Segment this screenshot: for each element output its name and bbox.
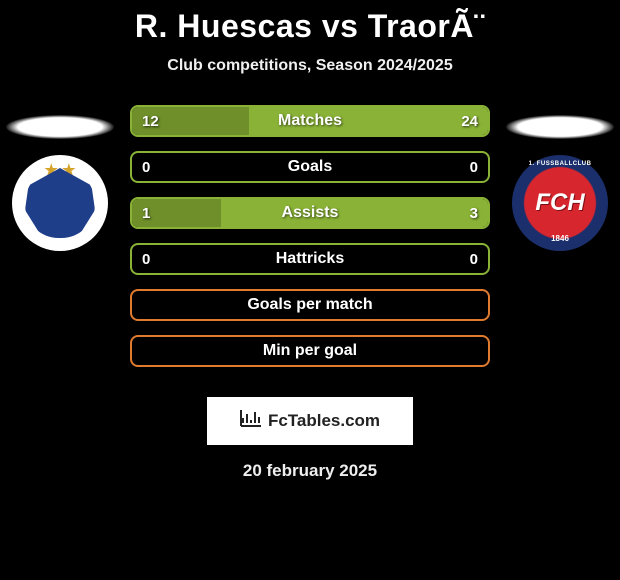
stat-label: Hattricks bbox=[276, 250, 344, 268]
stat-label: Goals bbox=[288, 158, 332, 176]
stat-row: 0 Goals 0 bbox=[130, 151, 490, 183]
stat-label: Goals per match bbox=[247, 296, 372, 314]
stat-value-right: 24 bbox=[461, 113, 478, 130]
stat-value-right: 0 bbox=[470, 251, 478, 268]
stat-row: 12 Matches 24 bbox=[130, 105, 490, 137]
stat-label: Assists bbox=[282, 204, 339, 222]
stat-row: Min per goal bbox=[130, 335, 490, 367]
club-right-text: FCH bbox=[535, 189, 584, 217]
club-logo-left: ★ ★ bbox=[12, 155, 108, 251]
stat-label: Matches bbox=[278, 112, 342, 130]
stat-value-right: 0 bbox=[470, 159, 478, 176]
page-subtitle: Club competitions, Season 2024/2025 bbox=[0, 57, 620, 75]
club-right-ring-top: 1. FUSSBALLCLUB bbox=[529, 161, 592, 167]
date-label: 20 february 2025 bbox=[0, 461, 620, 481]
watermark: FcTables.com bbox=[207, 397, 413, 445]
player-right-silhouette bbox=[506, 115, 614, 139]
comparison-panel: ★ ★ 1. FUSSBALLCLUB FCH 1846 12 Matches 24… bbox=[0, 105, 620, 385]
watermark-chart-icon bbox=[240, 409, 262, 433]
stat-value-left: 1 bbox=[142, 205, 150, 222]
club-right-ring-bottom: 1846 bbox=[551, 234, 569, 243]
player-left-column: ★ ★ bbox=[5, 105, 115, 251]
stat-label: Min per goal bbox=[263, 342, 357, 360]
stat-value-left: 12 bbox=[142, 113, 159, 130]
stat-value-left: 0 bbox=[142, 159, 150, 176]
player-right-column: 1. FUSSBALLCLUB FCH 1846 bbox=[505, 105, 615, 251]
stat-value-left: 0 bbox=[142, 251, 150, 268]
watermark-text: FcTables.com bbox=[268, 411, 380, 431]
page-title: R. Huescas vs TraorÃ¨ bbox=[0, 0, 620, 45]
player-left-silhouette bbox=[6, 115, 114, 139]
stat-row: Goals per match bbox=[130, 289, 490, 321]
stat-row: 1 Assists 3 bbox=[130, 197, 490, 229]
stat-value-right: 3 bbox=[470, 205, 478, 222]
club-logo-right: 1. FUSSBALLCLUB FCH 1846 bbox=[512, 155, 608, 251]
stats-container: 12 Matches 24 0 Goals 0 1 Assists 3 0 Hattricks 0 Go… bbox=[130, 105, 490, 381]
club-left-crest-icon bbox=[25, 168, 95, 238]
stat-fill-right bbox=[221, 199, 488, 227]
stat-row: 0 Hattricks 0 bbox=[130, 243, 490, 275]
